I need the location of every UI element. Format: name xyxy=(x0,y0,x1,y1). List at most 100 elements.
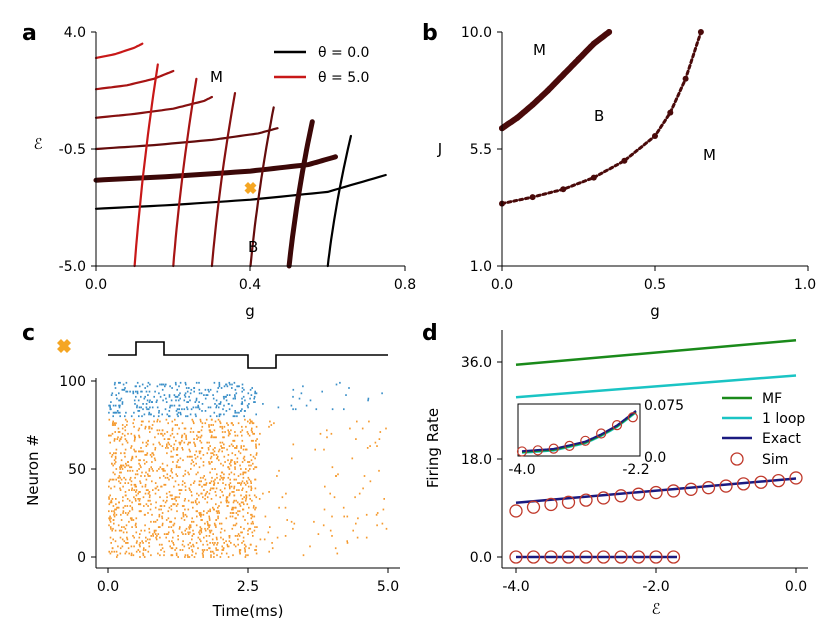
c-spike xyxy=(115,478,117,481)
a-ytick-1: -0.5 xyxy=(59,142,86,158)
c-spike xyxy=(112,527,114,530)
c-spike xyxy=(188,395,190,398)
c-spike xyxy=(348,387,350,389)
c-spike xyxy=(124,434,126,437)
c-spike xyxy=(138,436,141,439)
b-point-0-7 xyxy=(606,29,613,35)
c-spike xyxy=(170,554,173,557)
c-spike xyxy=(195,552,197,555)
c-spike xyxy=(180,517,183,520)
c-spike xyxy=(175,552,178,555)
d-sim-point-4-16 xyxy=(789,471,803,485)
c-spike xyxy=(192,501,195,504)
c-spike xyxy=(143,529,146,532)
c-spike xyxy=(315,408,318,411)
c-spike xyxy=(115,394,117,396)
c-spike xyxy=(147,512,149,514)
c-spike xyxy=(247,432,249,435)
c-spike xyxy=(194,499,197,502)
c-spike xyxy=(121,403,124,405)
c-spike xyxy=(118,431,121,433)
c-spike xyxy=(154,390,156,393)
c-spike xyxy=(159,443,161,446)
c-spike xyxy=(159,554,161,557)
c-spike xyxy=(227,434,230,437)
c-spike xyxy=(156,469,158,472)
c-spike xyxy=(235,478,237,481)
c-spike xyxy=(125,439,128,442)
c-spike xyxy=(192,461,195,463)
c-spike xyxy=(232,524,235,527)
c-spike xyxy=(190,388,193,391)
c-spike xyxy=(152,452,154,455)
c-spike xyxy=(169,404,172,407)
c-spike xyxy=(184,489,187,491)
c-spike xyxy=(191,538,193,541)
c-spike xyxy=(233,461,236,463)
c-spike xyxy=(187,533,190,535)
c-spike xyxy=(175,448,178,451)
c-spike xyxy=(189,542,191,544)
c-spike xyxy=(215,503,217,506)
c-spike xyxy=(156,399,158,402)
c-spike xyxy=(118,439,121,442)
c-spike xyxy=(135,517,138,520)
c-spike xyxy=(139,510,141,513)
c-spike xyxy=(365,536,368,539)
c-spike xyxy=(198,388,201,391)
c-spike xyxy=(161,547,164,550)
d-inset-sim-1 xyxy=(532,445,543,456)
c-spike xyxy=(209,482,212,484)
c-spike xyxy=(169,406,171,409)
b-label-M-top: M xyxy=(533,41,546,59)
c-spike xyxy=(191,535,194,537)
c-spike xyxy=(147,505,149,507)
c-spike xyxy=(352,529,354,532)
c-spike xyxy=(124,505,126,507)
c-spike xyxy=(155,536,157,539)
c-spike xyxy=(178,527,181,530)
c-spike xyxy=(145,445,148,447)
c-spike xyxy=(109,452,111,455)
c-spike xyxy=(163,505,166,507)
c-spike xyxy=(248,547,250,550)
c-spike xyxy=(191,459,193,462)
c-spike xyxy=(175,383,177,386)
c-spike xyxy=(176,475,179,477)
c-spike xyxy=(232,508,234,511)
c-spike xyxy=(134,524,137,527)
c-spike xyxy=(119,468,121,470)
c-spike xyxy=(124,448,127,451)
c-spike xyxy=(165,397,167,400)
c-spike xyxy=(157,533,160,535)
c-spike xyxy=(194,413,197,416)
panel-d-plot xyxy=(509,339,803,564)
c-spike xyxy=(343,515,345,518)
c-spike xyxy=(110,542,112,544)
c-spike xyxy=(135,450,137,453)
c-spike xyxy=(109,494,111,497)
c-spike xyxy=(345,394,347,396)
c-spike xyxy=(173,485,175,488)
c-spike xyxy=(135,455,137,458)
c-spike xyxy=(198,381,200,384)
c-spike xyxy=(171,432,174,435)
c-spike xyxy=(123,540,126,543)
c-spike xyxy=(133,489,135,491)
c-spike xyxy=(247,469,250,472)
c-spike xyxy=(209,429,212,432)
c-spike xyxy=(262,492,264,495)
c-spike xyxy=(208,526,210,528)
c-spike xyxy=(183,394,186,396)
c-spike xyxy=(111,498,114,500)
c-spike xyxy=(200,529,202,532)
c-spike xyxy=(242,473,244,476)
c-spike xyxy=(145,540,147,543)
c-spike xyxy=(245,496,248,499)
c-spike xyxy=(220,522,223,525)
c-spike xyxy=(225,410,228,412)
c-spike xyxy=(110,408,112,411)
c-spike xyxy=(110,455,113,458)
d-legend-marker-sim xyxy=(730,452,744,466)
c-spike xyxy=(130,517,132,520)
